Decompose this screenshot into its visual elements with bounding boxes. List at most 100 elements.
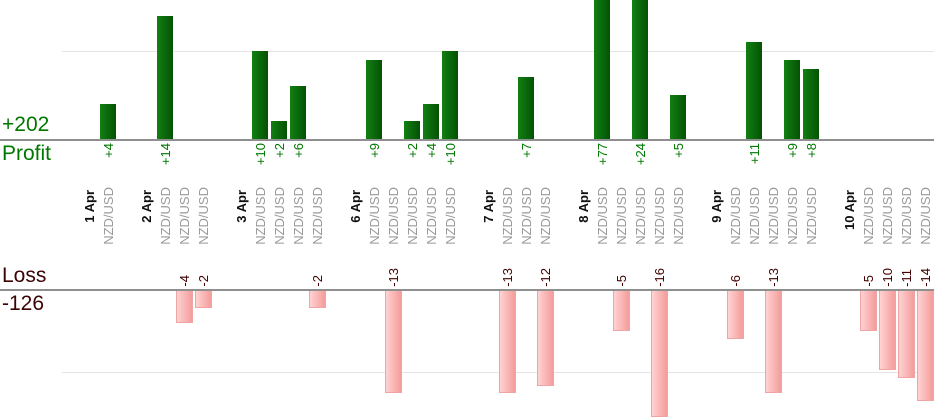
trade-value-label: -13 [386,268,401,287]
columns: 1 Apr NZD/USD +4 2 Apr NZD/USD +14 NZD/USD -4 NZ… [80,0,934,420]
trade-value-label-wrap: +4 [99,143,118,158]
trade-value-label-wrap: +5 [669,143,688,158]
symbol-label: NZD/USD [633,187,648,245]
trade-value-label: +11 [747,143,762,165]
trade-column: NZD/USD +2 [270,0,289,420]
loss-bar [176,291,193,323]
trade-column: NZD/USD +5 [669,0,688,420]
symbol-label: NZD/USD [272,187,287,245]
trade-value-label: -13 [500,268,515,287]
date-column: 1 Apr [80,0,99,420]
trade-value-label-wrap: -12 [536,227,555,287]
loss-bar [195,291,212,308]
profit-bar [784,60,800,139]
trade-value-label-wrap: +14 [156,143,175,165]
profit-total-label: +202 [2,113,50,136]
date-label-wrap: 7 Apr [479,190,498,223]
symbol-label: NZD/USD [405,187,420,245]
profit-gridline [62,51,934,52]
profit-bar [366,60,382,139]
loss-baseline [0,289,934,291]
loss-bar [898,291,915,378]
symbol-label: NZD/USD [291,187,306,245]
trade-value-label: -11 [899,269,914,287]
symbol-label-wrap: NZD/USD [289,187,308,245]
date-label: 10 Apr [842,190,857,230]
trade-value-label-wrap: -13 [764,227,783,287]
profit-bar [670,95,686,139]
trade-column: NZD/USD +10 [441,0,460,420]
trade-value-label-wrap: -16 [650,227,669,287]
date-column: 10 Apr [840,0,859,420]
trade-value-label: +4 [101,143,116,158]
trade-column: NZD/USD -11 [897,0,916,420]
loss-bar [879,291,896,370]
date-label: 2 Apr [139,190,154,223]
date-column: 3 Apr [232,0,251,420]
date-label-wrap: 1 Apr [80,190,99,223]
trade-value-label: -5 [861,275,876,287]
symbol-label: NZD/USD [367,187,382,245]
loss-bar [727,291,744,339]
trade-value-label: +9 [367,143,382,158]
date-label: 6 Apr [348,190,363,223]
symbol-label-wrap: NZD/USD [251,187,270,245]
trade-value-label-wrap: +7 [517,143,536,158]
trade-value-label: -10 [880,268,895,287]
symbol-label-wrap: NZD/USD [669,187,688,245]
symbol-label-wrap: NZD/USD [593,187,612,245]
profit-bar [157,16,173,139]
trade-value-label-wrap: +2 [270,143,289,158]
day-group: 10 Apr NZD/USD -5 NZD/USD -10 NZD/USD -11 NZD/U… [840,0,934,420]
profit-bar [518,77,534,139]
trade-column: NZD/USD +9 [783,0,802,420]
date-label-wrap: 2 Apr [137,190,156,223]
loss-gridline [62,372,934,373]
symbol-label: NZD/USD [671,187,686,245]
trade-value-label: -13 [766,268,781,287]
symbol-label-wrap: NZD/USD [745,187,764,245]
trade-column: NZD/USD +6 [289,0,308,420]
loss-axis-title: Loss [2,264,47,287]
trade-column: NZD/USD -12 [536,0,555,420]
trade-value-label-wrap: -14 [916,227,934,287]
symbol-label: NZD/USD [804,187,819,245]
trade-column: NZD/USD +2 [403,0,422,420]
day-group: 6 Apr NZD/USD +9 NZD/USD -13 NZD/USD +2 NZD/USD… [346,0,460,420]
symbol-label-wrap: NZD/USD [802,187,821,245]
profit-bar [746,42,762,139]
trade-column: NZD/USD +10 [251,0,270,420]
loss-total-label: -126 [2,292,45,315]
profit-bar [442,51,458,139]
date-column: 8 Apr [574,0,593,420]
date-column: 7 Apr [479,0,498,420]
loss-bar [860,291,877,331]
symbol-label: NZD/USD [158,187,173,245]
date-label-wrap: 8 Apr [574,190,593,223]
trade-column: NZD/USD -2 [308,0,327,420]
trade-column: NZD/USD -14 [916,0,934,420]
trade-value-label-wrap: +10 [441,143,460,165]
symbol-label: NZD/USD [424,187,439,245]
trade-value-label-wrap: +10 [251,143,270,165]
day-group: 8 Apr NZD/USD +77 NZD/USD -5 NZD/USD +24 NZD/US… [574,0,688,420]
profit-bar [423,104,439,139]
loss-bar [917,291,934,401]
trade-column: NZD/USD -13 [764,0,783,420]
trade-value-label-wrap: +9 [783,143,802,158]
trade-value-label-wrap: -10 [878,227,897,287]
profit-bar [632,0,648,139]
symbol-label-wrap: NZD/USD [783,187,802,245]
symbol-label: NZD/USD [101,187,116,245]
date-label: 9 Apr [709,190,724,223]
day-group: 2 Apr NZD/USD +14 NZD/USD -4 NZD/USD -2 [137,0,213,420]
trade-column: NZD/USD +14 [156,0,175,420]
trade-value-label-wrap: +2 [403,143,422,158]
trade-value-label-wrap: +6 [289,143,308,158]
day-group: 9 Apr NZD/USD -6 NZD/USD +11 NZD/USD -13 NZD/US… [707,0,821,420]
trade-value-label: +5 [671,143,686,158]
loss-bar [537,291,554,386]
trade-column: NZD/USD -2 [194,0,213,420]
date-label-wrap: 3 Apr [232,190,251,223]
